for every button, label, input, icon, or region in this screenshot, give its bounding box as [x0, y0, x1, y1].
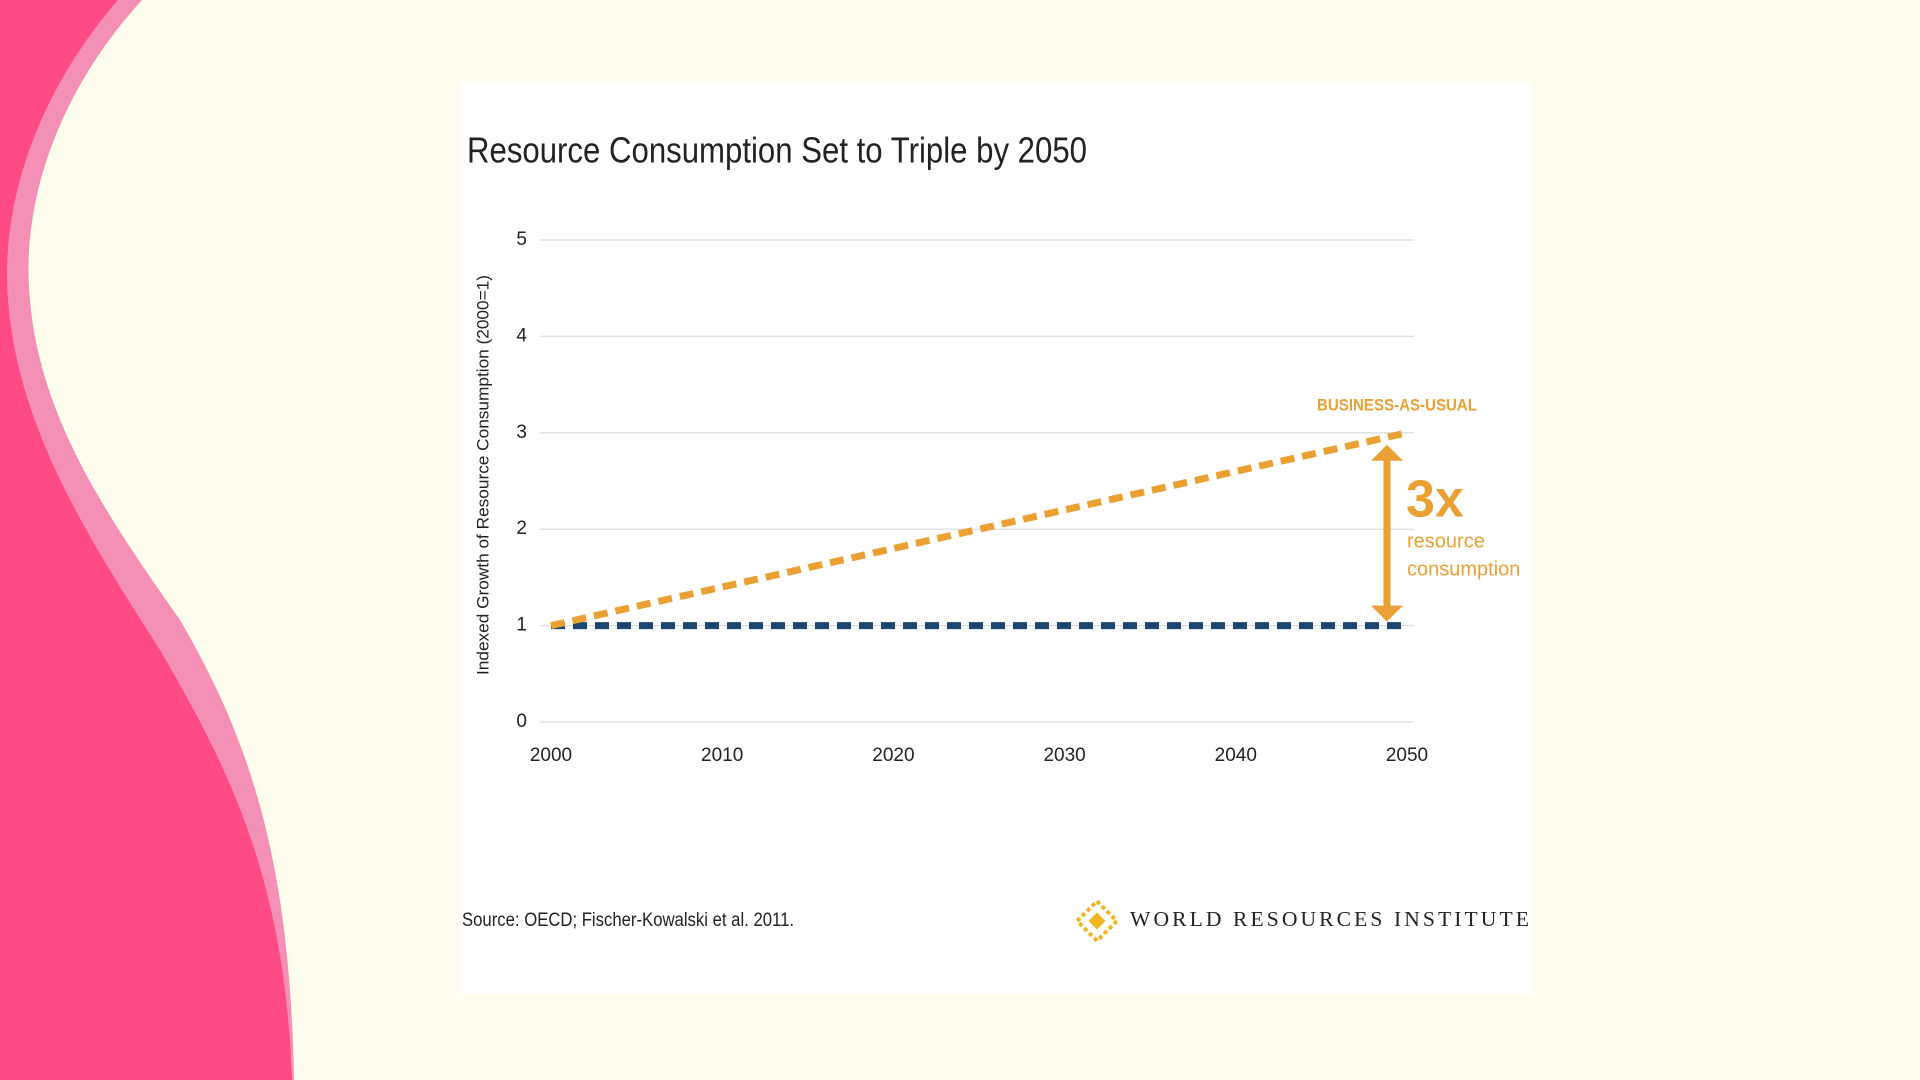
chart-title: Resource Consumption Set to Triple by 20…	[467, 130, 1087, 171]
annotation-big: 3x	[1406, 471, 1464, 529]
x-tick-label: 2040	[1215, 745, 1257, 766]
y-tick-label: 5	[516, 229, 527, 250]
series-label: BUSINESS-AS-USUAL	[1317, 395, 1477, 414]
series-line	[550, 429, 1408, 630]
x-tick-label: 2000	[530, 745, 572, 766]
y-tick-label: 2	[516, 518, 527, 539]
decor-wave	[0, 0, 292, 1080]
arrow-head	[1371, 444, 1403, 461]
y-tick-label: 4	[516, 325, 527, 346]
plot: 0 1 2 3 4 5 2000 2010 2020 2030 2040 2050 BUSINESS-A…	[516, 229, 1520, 766]
x-tick-label: 2020	[872, 745, 914, 766]
y-tick-label: 1	[516, 615, 527, 636]
chart-card	[459, 83, 1533, 994]
arrow-head	[1371, 605, 1403, 622]
y-tick-label: 0	[516, 711, 527, 732]
y-tick-label: 3	[516, 422, 527, 443]
annotation: consumption	[1407, 558, 1520, 580]
y-axis-label: Indexed Growth of Resource Consumption (…	[473, 275, 492, 675]
annotation: resource	[1407, 530, 1485, 552]
x-tick-label: 2050	[1386, 745, 1428, 766]
x-tick-label: 2010	[701, 745, 743, 766]
publisher: WORLD RESOURCES INSTITUTE	[1130, 907, 1532, 931]
x-tick-label: 2030	[1043, 745, 1085, 766]
source: Source: OECD; Fischer-Kowalski et al. 20…	[462, 910, 794, 931]
